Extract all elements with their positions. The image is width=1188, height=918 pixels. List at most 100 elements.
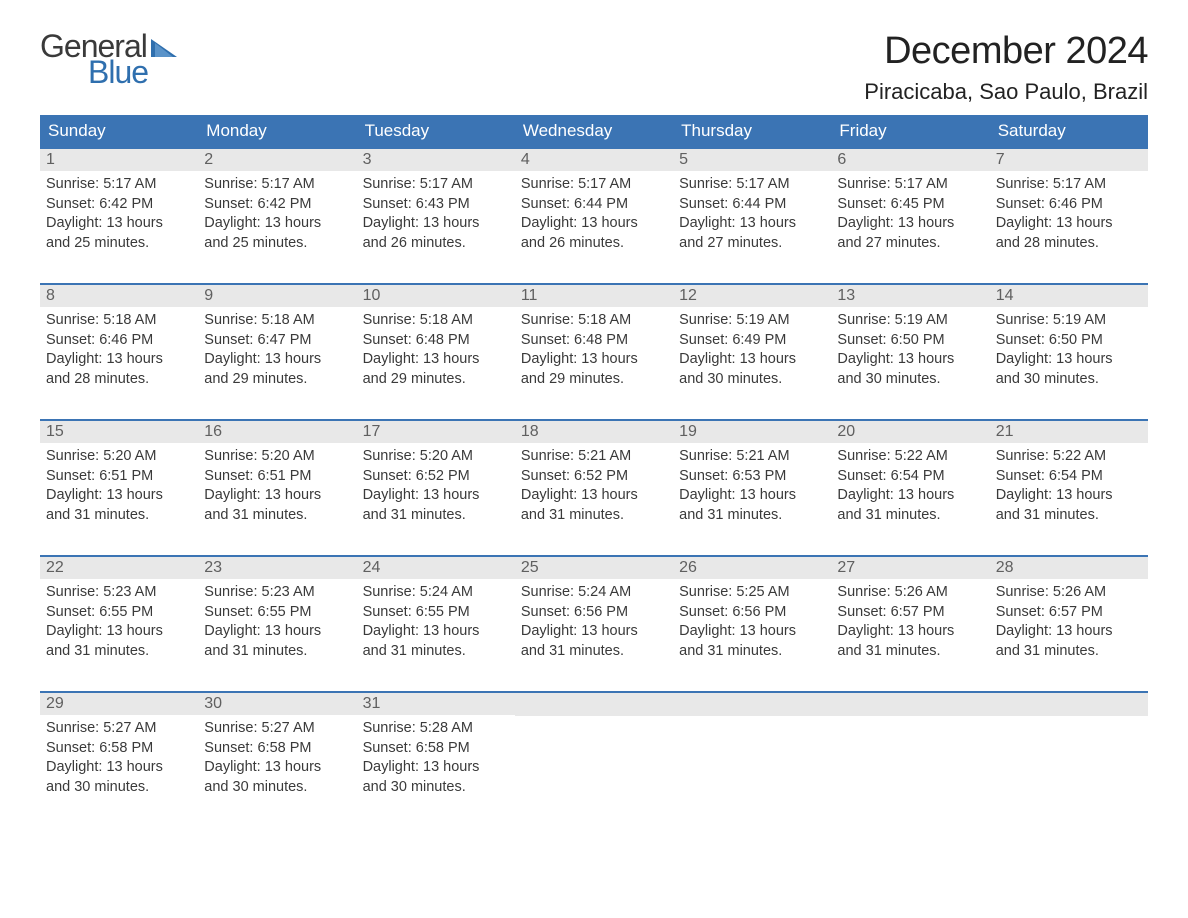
day-day1-text: Daylight: 13 hours [837, 486, 983, 506]
day-cell: 11Sunrise: 5:18 AMSunset: 6:48 PMDayligh… [515, 285, 673, 403]
day-details: Sunrise: 5:27 AMSunset: 6:58 PMDaylight:… [40, 715, 198, 803]
day-day1-text: Daylight: 13 hours [837, 622, 983, 642]
empty-day-cell [831, 693, 989, 811]
day-day1-text: Daylight: 13 hours [46, 622, 192, 642]
day-number: 11 [515, 285, 673, 307]
day-details: Sunrise: 5:20 AMSunset: 6:51 PMDaylight:… [198, 443, 356, 531]
location-text: Piracicaba, Sao Paulo, Brazil [864, 79, 1148, 105]
day-number: 29 [40, 693, 198, 715]
day-number: 19 [673, 421, 831, 443]
day-sunset-text: Sunset: 6:54 PM [837, 467, 983, 487]
day-sunrise-text: Sunrise: 5:18 AM [521, 311, 667, 331]
day-sunrise-text: Sunrise: 5:24 AM [521, 583, 667, 603]
day-day1-text: Daylight: 13 hours [46, 486, 192, 506]
day-number: 28 [990, 557, 1148, 579]
day-cell: 24Sunrise: 5:24 AMSunset: 6:55 PMDayligh… [357, 557, 515, 675]
day-day2-text: and 31 minutes. [46, 642, 192, 662]
day-sunrise-text: Sunrise: 5:18 AM [46, 311, 192, 331]
day-cell: 1Sunrise: 5:17 AMSunset: 6:42 PMDaylight… [40, 149, 198, 267]
day-details: Sunrise: 5:17 AMSunset: 6:45 PMDaylight:… [831, 171, 989, 259]
day-details: Sunrise: 5:26 AMSunset: 6:57 PMDaylight:… [990, 579, 1148, 667]
day-details: Sunrise: 5:18 AMSunset: 6:48 PMDaylight:… [515, 307, 673, 395]
day-day2-text: and 25 minutes. [46, 234, 192, 254]
day-cell: 20Sunrise: 5:22 AMSunset: 6:54 PMDayligh… [831, 421, 989, 539]
day-cell: 18Sunrise: 5:21 AMSunset: 6:52 PMDayligh… [515, 421, 673, 539]
day-number: 27 [831, 557, 989, 579]
day-sunrise-text: Sunrise: 5:27 AM [46, 719, 192, 739]
day-number: 15 [40, 421, 198, 443]
day-day1-text: Daylight: 13 hours [837, 350, 983, 370]
day-day1-text: Daylight: 13 hours [679, 350, 825, 370]
day-sunset-text: Sunset: 6:55 PM [363, 603, 509, 623]
day-cell: 17Sunrise: 5:20 AMSunset: 6:52 PMDayligh… [357, 421, 515, 539]
empty-day-number [673, 693, 831, 716]
day-sunrise-text: Sunrise: 5:17 AM [363, 175, 509, 195]
day-cell: 4Sunrise: 5:17 AMSunset: 6:44 PMDaylight… [515, 149, 673, 267]
weekday-header-row: Sunday Monday Tuesday Wednesday Thursday… [40, 115, 1148, 147]
day-sunrise-text: Sunrise: 5:19 AM [996, 311, 1142, 331]
day-sunset-text: Sunset: 6:42 PM [46, 195, 192, 215]
day-details: Sunrise: 5:26 AMSunset: 6:57 PMDaylight:… [831, 579, 989, 667]
day-number: 20 [831, 421, 989, 443]
day-number: 30 [198, 693, 356, 715]
day-day1-text: Daylight: 13 hours [363, 486, 509, 506]
day-number: 8 [40, 285, 198, 307]
day-sunset-text: Sunset: 6:58 PM [204, 739, 350, 759]
day-cell: 14Sunrise: 5:19 AMSunset: 6:50 PMDayligh… [990, 285, 1148, 403]
day-details: Sunrise: 5:17 AMSunset: 6:44 PMDaylight:… [515, 171, 673, 259]
day-details: Sunrise: 5:20 AMSunset: 6:52 PMDaylight:… [357, 443, 515, 531]
day-number: 25 [515, 557, 673, 579]
day-number: 16 [198, 421, 356, 443]
day-number: 18 [515, 421, 673, 443]
empty-day-cell [673, 693, 831, 811]
day-sunset-text: Sunset: 6:54 PM [996, 467, 1142, 487]
day-sunset-text: Sunset: 6:58 PM [363, 739, 509, 759]
day-sunset-text: Sunset: 6:43 PM [363, 195, 509, 215]
day-cell: 30Sunrise: 5:27 AMSunset: 6:58 PMDayligh… [198, 693, 356, 811]
day-details: Sunrise: 5:23 AMSunset: 6:55 PMDaylight:… [40, 579, 198, 667]
calendar: Sunday Monday Tuesday Wednesday Thursday… [40, 115, 1148, 811]
day-sunrise-text: Sunrise: 5:21 AM [521, 447, 667, 467]
day-number: 9 [198, 285, 356, 307]
day-day1-text: Daylight: 13 hours [996, 486, 1142, 506]
day-sunset-text: Sunset: 6:57 PM [996, 603, 1142, 623]
day-number: 6 [831, 149, 989, 171]
day-sunset-text: Sunset: 6:44 PM [679, 195, 825, 215]
week-row: 8Sunrise: 5:18 AMSunset: 6:46 PMDaylight… [40, 283, 1148, 403]
day-cell: 8Sunrise: 5:18 AMSunset: 6:46 PMDaylight… [40, 285, 198, 403]
day-day1-text: Daylight: 13 hours [46, 350, 192, 370]
day-details: Sunrise: 5:18 AMSunset: 6:48 PMDaylight:… [357, 307, 515, 395]
empty-day-number [990, 693, 1148, 716]
day-day2-text: and 31 minutes. [521, 506, 667, 526]
day-day2-text: and 27 minutes. [837, 234, 983, 254]
day-cell: 15Sunrise: 5:20 AMSunset: 6:51 PMDayligh… [40, 421, 198, 539]
day-number: 13 [831, 285, 989, 307]
day-day2-text: and 26 minutes. [521, 234, 667, 254]
weekday-header: Monday [198, 115, 356, 147]
day-day2-text: and 30 minutes. [363, 778, 509, 798]
day-day2-text: and 30 minutes. [679, 370, 825, 390]
day-day1-text: Daylight: 13 hours [521, 350, 667, 370]
day-day1-text: Daylight: 13 hours [679, 486, 825, 506]
day-sunrise-text: Sunrise: 5:18 AM [363, 311, 509, 331]
day-sunrise-text: Sunrise: 5:21 AM [679, 447, 825, 467]
day-sunrise-text: Sunrise: 5:17 AM [996, 175, 1142, 195]
header: General Blue December 2024 Piracicaba, S… [40, 30, 1148, 105]
day-sunset-text: Sunset: 6:56 PM [521, 603, 667, 623]
weekday-header: Tuesday [357, 115, 515, 147]
day-sunset-text: Sunset: 6:45 PM [837, 195, 983, 215]
day-number: 31 [357, 693, 515, 715]
day-day2-text: and 31 minutes. [996, 642, 1142, 662]
day-day2-text: and 25 minutes. [204, 234, 350, 254]
day-number: 21 [990, 421, 1148, 443]
empty-day-number [831, 693, 989, 716]
month-title: December 2024 [864, 30, 1148, 73]
day-details: Sunrise: 5:21 AMSunset: 6:53 PMDaylight:… [673, 443, 831, 531]
day-sunrise-text: Sunrise: 5:28 AM [363, 719, 509, 739]
week-row: 29Sunrise: 5:27 AMSunset: 6:58 PMDayligh… [40, 691, 1148, 811]
day-sunset-text: Sunset: 6:53 PM [679, 467, 825, 487]
day-day1-text: Daylight: 13 hours [46, 214, 192, 234]
day-cell: 12Sunrise: 5:19 AMSunset: 6:49 PMDayligh… [673, 285, 831, 403]
empty-day-cell [990, 693, 1148, 811]
day-number: 1 [40, 149, 198, 171]
